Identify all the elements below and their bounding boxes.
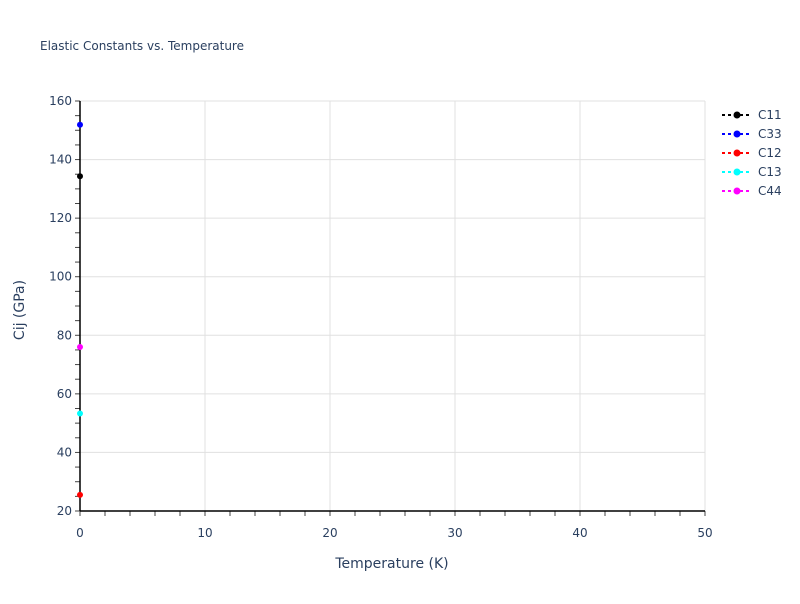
legend-marker-c33 <box>733 130 741 138</box>
y-tick-label: 120 <box>49 211 72 225</box>
y-tick-label: 60 <box>57 387 72 401</box>
data-point-c44 <box>77 344 83 350</box>
x-tick-label: 40 <box>572 526 587 540</box>
data-point-c33 <box>77 121 83 128</box>
data-point-c12 <box>77 491 83 498</box>
y-tick-label: 80 <box>57 328 72 342</box>
legend-marker-c11 <box>733 111 741 119</box>
x-tick-label: 30 <box>447 526 462 540</box>
y-tick-label: 40 <box>57 445 72 459</box>
legend-label-c11: C11 <box>758 108 782 122</box>
legend-label-c13: C13 <box>758 165 782 179</box>
legend-marker-c44 <box>733 187 741 195</box>
chart-title: Elastic Constants vs. Temperature <box>40 39 244 53</box>
x-tick-label: 20 <box>322 526 337 540</box>
y-tick-label: 160 <box>49 94 72 108</box>
legend-label-c12: C12 <box>758 146 782 160</box>
y-tick-label: 100 <box>49 270 72 284</box>
y-tick-label: 140 <box>49 153 72 167</box>
x-tick-label: 0 <box>76 526 84 540</box>
data-point-c13 <box>77 410 83 417</box>
y-tick-label: 20 <box>57 504 72 518</box>
data-point-c11 <box>77 173 83 180</box>
x-axis-label: Temperature (K) <box>334 556 448 572</box>
legend-label-c44: C44 <box>758 184 782 198</box>
x-tick-label: 50 <box>697 526 712 540</box>
legend-marker-c12 <box>733 149 741 157</box>
x-tick-label: 10 <box>197 526 212 540</box>
legend-label-c33: C33 <box>758 127 782 141</box>
legend-marker-c13 <box>733 168 741 176</box>
y-axis-label: Cij (GPa) <box>12 280 28 340</box>
